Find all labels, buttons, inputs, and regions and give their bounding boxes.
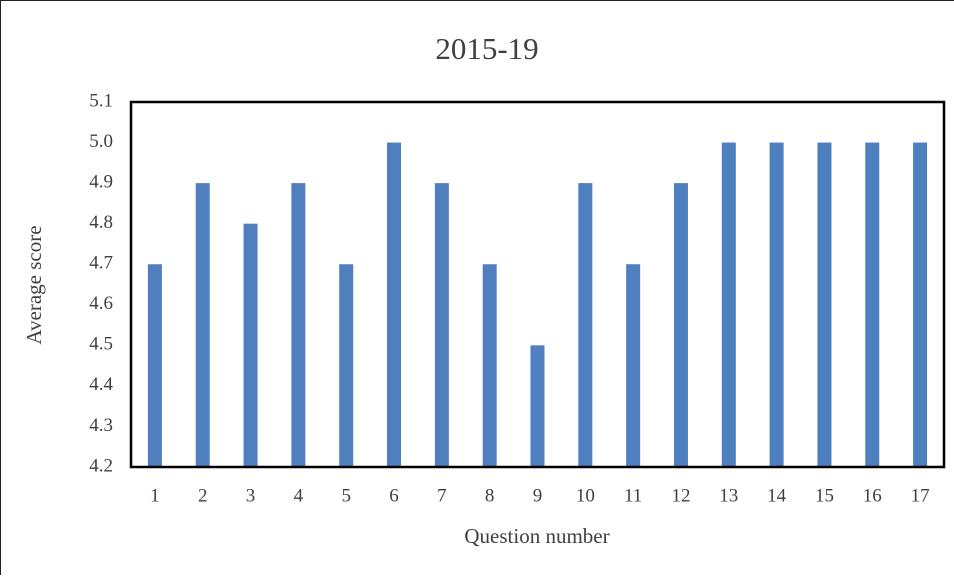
bar: [387, 143, 401, 467]
x-tick-label: 7: [437, 485, 447, 506]
y-tick-label: 4.3: [89, 415, 113, 436]
bar: [291, 183, 305, 467]
x-tick-label: 14: [767, 485, 787, 506]
x-tick-label: 6: [389, 485, 399, 506]
x-tick-label: 3: [246, 485, 256, 506]
x-tick-label: 2: [198, 485, 208, 506]
y-tick-label: 4.9: [89, 171, 113, 192]
y-tick-label: 5.0: [89, 131, 113, 152]
y-tick-label: 4.2: [89, 455, 113, 476]
y-tick-label: 4.5: [89, 334, 113, 355]
x-tick-label: 8: [485, 485, 495, 506]
x-tick-label: 13: [719, 485, 738, 506]
y-axis-label: Average score: [22, 225, 46, 344]
x-axis-label: Question number: [464, 524, 609, 548]
y-tick-label: 4.8: [89, 212, 113, 233]
x-tick-label: 1: [150, 485, 160, 506]
y-tick-label: 5.1: [89, 90, 113, 111]
bar: [674, 183, 688, 467]
y-tick-label: 4.4: [89, 374, 113, 395]
x-tick-label: 17: [911, 485, 930, 506]
bar: [531, 345, 545, 467]
y-tick-label: 4.6: [89, 293, 113, 314]
x-tick-label: 4: [294, 485, 304, 506]
bar: [626, 264, 640, 467]
bar: [865, 143, 879, 467]
bar: [196, 183, 210, 467]
x-tick-label: 16: [863, 485, 882, 506]
x-tick-label: 12: [671, 485, 690, 506]
bar: [817, 143, 831, 467]
bar: [578, 183, 592, 467]
x-tick-label: 10: [576, 485, 595, 506]
bar: [483, 264, 497, 467]
bar: [339, 264, 353, 467]
x-tick-label: 9: [533, 485, 543, 506]
bar: [722, 143, 736, 467]
x-tick-label: 11: [624, 485, 642, 506]
bar: [770, 143, 784, 467]
bar: [148, 264, 162, 467]
x-tick-label: 5: [341, 485, 351, 506]
chart-title: 2015-19: [435, 31, 538, 66]
bar: [913, 143, 927, 467]
y-tick-label: 4.7: [89, 253, 113, 274]
bar: [244, 224, 258, 467]
bar: [435, 183, 449, 467]
x-tick-label: 15: [815, 485, 834, 506]
